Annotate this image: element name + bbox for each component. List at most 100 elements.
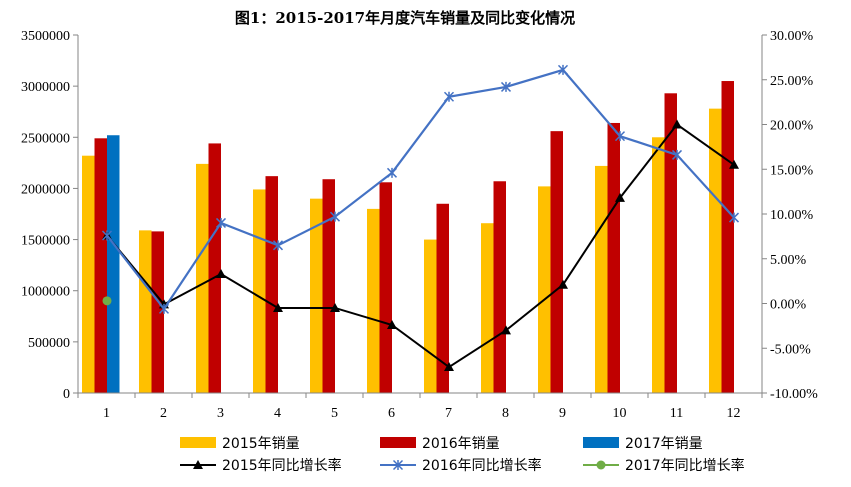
bar-2016-month-4 [265,176,278,393]
bar-2015-month-7 [424,239,437,393]
x-axis-tick-label: 2 [160,406,167,421]
point-2016-month-11-stroke [671,149,683,160]
point-2015-month-11 [672,119,682,129]
point-2015-month-10 [615,192,625,202]
point-2015-month-12 [729,159,739,169]
right-axis-tick-label: 25.00% [770,74,814,89]
point-2016-month-12 [728,212,740,223]
legend-swatch-2016-sales [380,437,416,448]
legend-marker-2015-growth [193,460,203,469]
x-axis-tick-label: 4 [274,406,281,421]
point-2017-month-1 [102,296,112,306]
point-2016-month-2 [158,303,170,314]
point-2015-month-5 [330,302,340,312]
right-axis-tick-label: 30.00% [770,29,814,44]
right-axis-tick-label: -5.00% [770,342,811,357]
x-axis-tick-label: 8 [502,406,509,421]
x-axis-tick-label: 9 [559,406,566,421]
right-axis-tick-label: 10.00% [770,208,814,223]
left-axis-tick-label: 2000000 [21,182,70,197]
point-2016-month-3-stroke [215,217,227,228]
right-axis-tick-label: 5.00% [770,253,807,268]
right-axis-tick-label: 0.00% [770,298,807,313]
bar-2015-month-9 [538,186,551,393]
point-2016-month-6-stroke [386,167,398,178]
x-axis-tick-label: 5 [331,406,338,421]
bar-2016-month-10 [607,122,620,394]
left-axis-tick-label: 1500000 [21,234,70,249]
bar-2016-month-11 [664,93,677,393]
point-2016-month-10 [614,131,626,142]
legend-label-2017-growth: 2017年同比增长率 [625,457,745,474]
left-axis-tick-label: 500000 [28,336,70,351]
bar-2015-month-4 [253,189,266,393]
bar-2015-month-5 [310,198,323,393]
bar-2015-month-6 [367,208,380,393]
legend-label-2015-growth: 2015年同比增长率 [222,457,342,474]
point-2016-month-1 [101,230,113,241]
legend-label-2017-sales: 2017年销量 [625,436,703,452]
point-2016-month-5-stroke [329,211,341,222]
left-axis-tick-label: 3000000 [21,80,70,95]
point-2016-month-8-stroke [500,81,512,92]
point-2015-month-7 [444,362,454,372]
legend-swatch-2015-sales [180,437,216,448]
axes-layer: 3500000300000025000002000000150000010000… [21,29,818,421]
point-2016-month-1-stroke [101,230,113,241]
bar-2016-month-1 [94,138,107,393]
right-axis-tick-label: -10.00% [770,387,818,402]
point-2016-month-4-stroke [272,240,284,251]
point-2016-month-2-stroke [158,303,170,314]
point-2016-month-4 [272,240,284,251]
point-2016-month-5 [329,211,341,222]
bar-2017-month-1 [107,135,120,394]
point-2015-month-4 [273,302,283,312]
point-2016-month-8 [500,81,512,92]
left-axis-tick-label: 0 [63,387,70,402]
bar-2016-month-6 [379,182,392,393]
x-axis-tick-label: 12 [727,406,741,421]
legend-label-2016-growth: 2016年同比增长率 [422,457,542,474]
bar-2015-month-1 [82,155,95,393]
legend-marker-2017-growth [596,460,606,470]
point-2015-month-9 [558,279,568,289]
x-axis-tick-label: 10 [613,406,627,421]
bar-2015-month-11 [652,137,665,393]
point-2016-month-10-stroke [614,131,626,142]
right-axis-tick-label: 20.00% [770,119,814,134]
point-2015-month-8 [501,325,511,335]
point-2016-month-9-stroke [557,64,569,75]
legend-marker-2016-growth [392,459,404,471]
right-axis-tick-label: 15.00% [770,163,814,178]
point-2016-month-7-stroke [443,91,455,102]
bar-2016-month-5 [322,179,335,393]
left-axis-tick-label: 3500000 [21,29,70,44]
legend-swatch-2017-sales [583,437,619,448]
lines-layer [101,64,740,372]
chart-title: 图1：2015-2017年月度汽车销量及同比变化情况 [235,9,575,27]
point-2016-month-12-stroke [728,212,740,223]
legend-marker-2016-growth-stroke [392,459,404,471]
point-2015-month-6 [387,319,397,329]
x-axis-tick-label: 6 [388,406,395,421]
bar-2016-month-2 [151,231,164,393]
line-2015 [106,123,735,369]
bar-2016-month-3 [208,143,221,393]
bar-2016-month-9 [550,131,563,394]
x-axis-tick-label: 7 [445,406,452,421]
bars-layer [82,81,734,394]
point-2016-month-6 [386,167,398,178]
bar-2015-month-3 [196,163,209,393]
line-2016 [106,68,735,311]
point-2016-month-9 [557,64,569,75]
point-2015-month-3 [216,268,226,278]
bar-2016-month-8 [493,181,506,393]
legend: 2015年销量 2016年销量 2017年销量 2015年同比增长率 2016年同比增长… [180,436,745,474]
point-2016-month-11 [671,149,683,160]
bar-2015-month-12 [709,108,722,393]
point-2016-month-7 [443,91,455,102]
x-axis-tick-label: 1 [103,406,110,421]
x-axis-tick-label: 11 [670,406,683,421]
